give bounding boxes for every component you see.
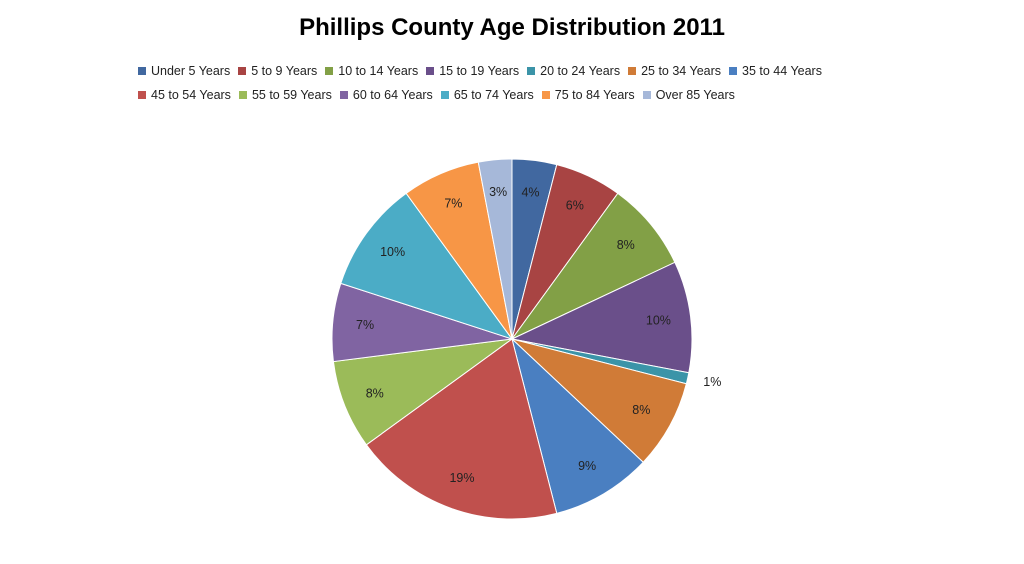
legend-swatch	[238, 91, 247, 99]
slice-data-label: 3%	[489, 185, 507, 199]
chart-title: Phillips County Age Distribution 2011	[299, 14, 725, 41]
legend-item: 20 to 24 Years	[527, 64, 620, 78]
legend-swatch	[527, 67, 536, 75]
legend-item: 5 to 9 Years	[238, 64, 317, 78]
legend-item: Under 5 Years	[138, 64, 230, 78]
pie-slice	[511, 337, 644, 514]
legend-label: 45 to 54 Years	[151, 88, 231, 102]
legend-label: Under 5 Years	[151, 64, 231, 78]
pie-slice	[511, 338, 687, 463]
legend-swatch	[238, 67, 247, 75]
slice-data-label: 19%	[449, 471, 474, 485]
legend-item: 15 to 19 Years	[426, 64, 519, 78]
legend-swatch	[138, 91, 146, 99]
pie-slice	[511, 192, 676, 340]
slice-data-label: 1%	[703, 375, 721, 389]
slice-data-label: 7%	[356, 318, 374, 332]
legend-item: 10 to 14 Years	[325, 64, 418, 78]
pie-slice	[332, 338, 513, 446]
legend-label: 5 to 9 Years	[251, 64, 318, 78]
legend-label: 35 to 44 Years	[742, 64, 822, 78]
slice-data-label: 10%	[646, 314, 671, 328]
slice-data-label: 6%	[566, 198, 584, 212]
legend-item: 75 to 84 Years	[541, 88, 635, 102]
legend-item: 45 to 54 Years	[138, 88, 231, 102]
chart-legend: Under 5 Years 5 to 9 Years 10 to 14 Years 1…	[138, 64, 908, 102]
legend-label: 55 to 59 Years	[251, 88, 332, 102]
slice-data-label: 8%	[632, 403, 650, 417]
legend-item: 35 to 44 Years	[729, 64, 822, 78]
legend-item: 65 to 74 Years	[440, 88, 534, 102]
pie-slice	[477, 158, 513, 340]
legend-swatch	[325, 67, 334, 75]
legend-label: 65 to 74 Years	[453, 88, 534, 102]
legend-swatch	[426, 67, 435, 75]
legend-swatch	[541, 91, 550, 99]
legend-swatch	[642, 91, 651, 99]
slice-data-label: 7%	[444, 197, 462, 211]
legend-item: 25 to 34 Years	[628, 64, 721, 78]
legend-label: 20 to 24 Years	[540, 64, 621, 78]
legend-item: Over 85 Years	[642, 88, 735, 102]
legend-swatch	[440, 91, 449, 99]
legend-item: 55 to 59 Years	[238, 88, 332, 102]
slice-data-label: 10%	[380, 245, 405, 259]
legend-swatch	[138, 67, 146, 75]
legend-label: 15 to 19 Years	[439, 64, 520, 78]
legend-label: Over 85 Years	[655, 88, 735, 102]
slice-data-label: 8%	[617, 238, 635, 252]
pie-slice	[365, 338, 558, 520]
legend-swatch	[628, 67, 637, 75]
legend-item: 60 to 64 Years	[339, 88, 433, 102]
legend-label: 10 to 14 Years	[338, 64, 419, 78]
slice-data-label: 9%	[578, 459, 596, 473]
legend-swatch	[339, 91, 348, 99]
legend-swatch	[729, 67, 738, 75]
legend-label: 25 to 34 Years	[641, 64, 722, 78]
slice-data-label: 4%	[521, 186, 539, 200]
pie-slice	[510, 261, 693, 374]
legend-label: 60 to 64 Years	[352, 88, 433, 102]
legend-label: 75 to 84 Years	[554, 88, 635, 102]
pie-slice	[340, 192, 514, 340]
slice-data-label: 8%	[366, 386, 384, 400]
